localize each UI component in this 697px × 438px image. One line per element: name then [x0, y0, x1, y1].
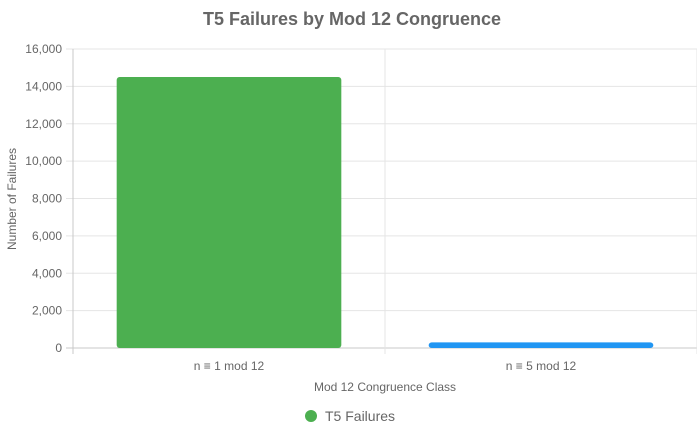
y-tick-label: 14,000	[25, 79, 62, 93]
y-tick-label: 0	[55, 341, 62, 355]
y-tick-label: 4,000	[32, 266, 62, 280]
y-tick-label: 2,000	[32, 304, 62, 318]
legend-label: T5 Failures	[325, 408, 395, 424]
x-tick-label: n ≡ 5 mod 12	[506, 359, 577, 373]
bar[interactable]	[428, 342, 654, 348]
y-tick-label: 12,000	[25, 117, 62, 131]
x-axis-label: Mod 12 Congruence Class	[314, 380, 456, 394]
y-tick-label: 16,000	[25, 42, 62, 56]
bars	[116, 77, 654, 348]
y-tick-label: 6,000	[32, 229, 62, 243]
y-axis-ticks: 0 2,000 4,000 6,000 8,000 10,000 12,000 14,000 1…	[25, 42, 62, 355]
y-tick-label: 8,000	[32, 192, 62, 206]
legend-swatch-icon	[305, 410, 317, 422]
x-axis-ticks: n ≡ 1 mod 12 n ≡ 5 mod 12	[194, 359, 577, 373]
bar[interactable]	[116, 77, 342, 348]
legend[interactable]: T5 Failures	[305, 408, 395, 424]
y-axis-label: Number of Failures	[5, 148, 19, 250]
y-tick-label: 10,000	[25, 154, 62, 168]
x-tick-label: n ≡ 1 mod 12	[194, 359, 265, 373]
chart-title: T5 Failures by Mod 12 Congruence	[203, 9, 501, 29]
